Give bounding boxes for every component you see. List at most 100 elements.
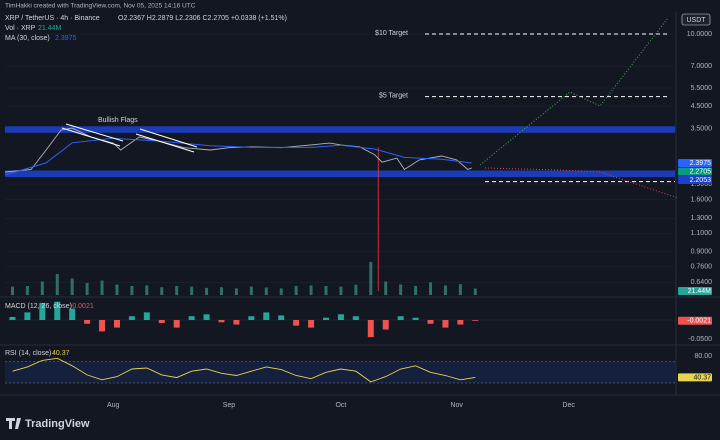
- currency[interactable]: USDT: [686, 17, 706, 24]
- y-tick-label: 0.9000: [691, 248, 713, 255]
- macd-bar: [248, 316, 255, 320]
- macd-title: MACD (12, 26, close): [5, 303, 72, 310]
- macd-bar: [99, 319, 106, 332]
- volume-bar: [100, 280, 104, 295]
- price-label: 21.44M: [688, 288, 712, 295]
- macd-bar: [128, 316, 135, 320]
- x-tick-label: Aug: [107, 402, 120, 409]
- volume-bar: [70, 278, 74, 295]
- y-tick-label: 80.00: [694, 353, 712, 360]
- x-tick-label: Oct: [335, 402, 346, 409]
- y-tick-label: 7.0000: [691, 63, 713, 70]
- price-label-box: [678, 167, 712, 176]
- rsi-value: 40.37: [52, 350, 70, 357]
- zone: [5, 170, 675, 178]
- macd-bar: [39, 302, 46, 320]
- volume-bar: [55, 274, 59, 295]
- y-tick-label: 3.5000: [691, 126, 713, 133]
- logo: TradingView: [25, 418, 90, 430]
- macd-bar: [323, 317, 330, 320]
- volume-bar: [443, 285, 447, 295]
- volume-bar: [473, 288, 477, 295]
- volume-bar: [414, 286, 418, 295]
- volume-bar: [369, 262, 373, 295]
- y-tick-label: 4.5000: [691, 103, 713, 110]
- volume-bar: [160, 287, 164, 295]
- price-label: -0.0021: [687, 318, 711, 325]
- price-label-box: [678, 287, 712, 295]
- flag-line: [135, 133, 195, 153]
- macd-bar: [158, 319, 165, 324]
- volume-title: Vol · XRP: [5, 25, 36, 32]
- volume-bar: [10, 286, 14, 295]
- macd-bar: [412, 317, 419, 320]
- macd-bar: [143, 312, 150, 320]
- macd-bar: [203, 314, 210, 320]
- macd-value: -0.0021: [70, 303, 94, 310]
- series-line: [4, 137, 472, 176]
- volume-bar: [205, 287, 209, 295]
- y-tick-label: 1.1000: [691, 230, 713, 237]
- volume-bar: [40, 281, 44, 295]
- y-tick-label: 0.6400: [691, 279, 713, 286]
- plot-layer: 10.0000 7.0000 5.5000 4.5000 3.5000 1.9000 1.6…: [4, 30, 713, 409]
- y-tick-label: 0.7600: [691, 264, 713, 271]
- logo-icon: [6, 418, 21, 429]
- macd-bar: [233, 319, 240, 325]
- macd-bar: [69, 308, 76, 320]
- volume-bar: [399, 284, 403, 295]
- y-tick-label: -0.0500: [688, 336, 712, 343]
- y-tick-label: 1.6000: [691, 196, 713, 203]
- macd-bar: [24, 312, 31, 320]
- bull-projection: [479, 17, 669, 166]
- flag-drawings: [61, 123, 198, 153]
- volume-bar: [264, 287, 268, 295]
- volume-bar: [85, 283, 89, 295]
- flag-line: [61, 127, 121, 147]
- rsi-title: RSI (14, close): [5, 350, 51, 357]
- volume-bar: [279, 288, 283, 295]
- volume-bar: [175, 286, 179, 295]
- macd-bar: [367, 319, 374, 338]
- bear-projection: [484, 167, 679, 199]
- price-label-box: [678, 373, 712, 382]
- macd-bar: [472, 319, 479, 321]
- macd-bar: [54, 301, 61, 320]
- annotation: Bullish Flags: [98, 117, 138, 124]
- volume-bar: [25, 286, 29, 295]
- macd-bar: [173, 319, 180, 328]
- x-tick-label: Dec: [562, 402, 575, 409]
- y-tick-label: 1.3000: [691, 215, 713, 222]
- series-line: [12, 357, 476, 383]
- macd-bar: [9, 316, 16, 320]
- macd-bar: [337, 314, 344, 320]
- price-label: 2.2705: [690, 168, 712, 175]
- volume-bar: [354, 284, 358, 295]
- macd-bar: [263, 312, 270, 320]
- macd-bar: [218, 319, 225, 323]
- macd-bar: [278, 315, 285, 320]
- macd-bar: [427, 319, 434, 324]
- price-label-box: [678, 316, 712, 325]
- volume-bar: [309, 285, 313, 295]
- volume-bar: [115, 284, 119, 295]
- x-tick-label: Sep: [223, 402, 236, 409]
- symbol: XRP / TetherUS · 4h · Binance: [5, 15, 100, 22]
- volume-bar: [458, 284, 462, 295]
- flag-line: [65, 123, 124, 142]
- currency-box[interactable]: [681, 13, 711, 26]
- y-tick-label: 1.9000: [691, 181, 713, 188]
- volume-bar: [249, 286, 253, 295]
- macd-bar: [397, 316, 404, 320]
- volume-bar: [219, 287, 223, 295]
- macd-bar: [442, 319, 449, 328]
- macd-bar: [188, 316, 195, 320]
- volume-bar: [145, 285, 149, 295]
- price-label: 2.2053: [690, 177, 712, 184]
- volume-bar: [294, 286, 298, 295]
- target-label: $5 Target: [379, 92, 408, 99]
- volume-bar: [190, 286, 194, 295]
- ma-value: 2.3975: [55, 35, 77, 42]
